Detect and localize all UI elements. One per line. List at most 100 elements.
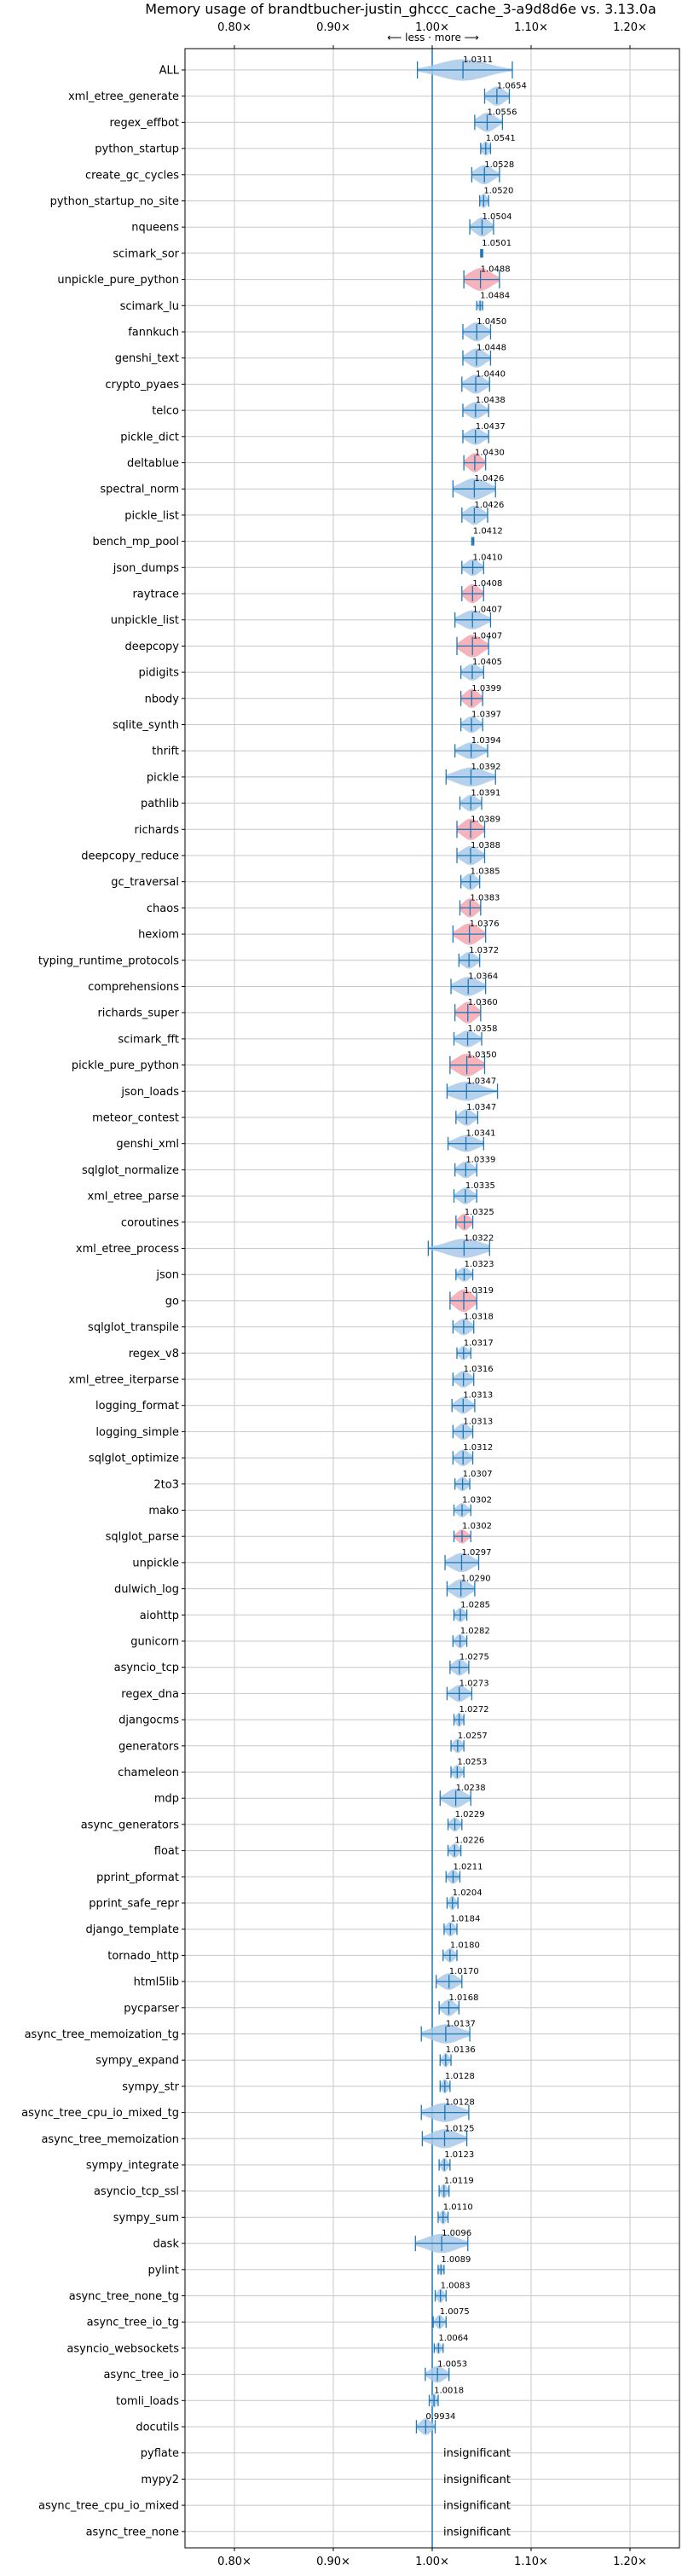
data-label: 0.9934 xyxy=(425,2412,455,2422)
category-label: go xyxy=(165,1295,179,1308)
category-label: sqlglot_parse xyxy=(106,1531,179,1544)
violin-richards_super xyxy=(454,1001,482,1024)
category-label: comprehensions xyxy=(88,981,179,994)
data-label: 1.0313 xyxy=(463,1391,493,1401)
data-label: 1.0426 xyxy=(474,474,504,484)
category-label: nqueens xyxy=(131,222,179,235)
data-label: 1.0388 xyxy=(471,841,500,850)
data-label: 1.0347 xyxy=(466,1076,496,1086)
category-label: scimark_sor xyxy=(113,247,179,260)
data-label: 1.0394 xyxy=(471,736,501,746)
data-label: 1.0350 xyxy=(467,1051,497,1060)
category-label: fannkuch xyxy=(128,327,179,339)
data-label: 1.0137 xyxy=(446,2020,476,2029)
data-label: 1.0391 xyxy=(471,789,500,798)
violin-deepcopy xyxy=(456,635,489,658)
violin-pickle_dict xyxy=(462,428,489,445)
violin-bench_mp_pool xyxy=(471,537,475,546)
category-label: deepcopy_reduce xyxy=(81,850,179,863)
violin-genshi_text xyxy=(462,348,492,368)
data-label: 1.0408 xyxy=(472,579,502,589)
violin-generators xyxy=(450,1738,465,1754)
data-label: 1.0325 xyxy=(465,1208,494,1217)
violin-typing_runtime_protocols xyxy=(458,952,481,969)
category-label: ALL xyxy=(159,65,180,78)
category-label: pickle_pure_python xyxy=(72,1059,179,1072)
data-label: 1.0450 xyxy=(477,317,506,327)
violin-raytrace xyxy=(461,583,484,604)
violin-sqlglot_parse xyxy=(453,1529,471,1544)
x-tick-label-top: 1.20× xyxy=(613,21,647,34)
data-label: 1.0290 xyxy=(461,1575,491,1584)
data-label: 1.0123 xyxy=(444,2150,474,2160)
category-label: typing_runtime_protocols xyxy=(38,954,179,967)
data-label: 1.0313 xyxy=(463,1417,493,1426)
violin-genshi_xml xyxy=(447,1134,484,1152)
x-tick-label-top: 1.10× xyxy=(514,21,548,34)
violin-sympy_expand xyxy=(439,2052,452,2068)
data-label: 1.0170 xyxy=(449,1967,479,1976)
data-label: 1.0407 xyxy=(472,606,502,615)
category-label: dulwich_log xyxy=(114,1583,179,1596)
data-label: 1.0180 xyxy=(450,1941,480,1950)
category-label: telco xyxy=(152,405,179,418)
data-label: 1.0075 xyxy=(440,2307,470,2317)
data-label: 1.0318 xyxy=(464,1313,494,1322)
violin-pprint_pformat xyxy=(445,1869,461,1884)
category-label: tornado_http xyxy=(107,1950,179,1963)
data-label: 1.0541 xyxy=(486,134,516,143)
category-label: spectral_norm xyxy=(100,484,179,496)
category-label: coroutines xyxy=(121,1216,179,1229)
violin-regex_dna xyxy=(446,1685,473,1703)
category-label: sqlglot_optimize xyxy=(89,1453,179,1465)
category-label: raytrace xyxy=(132,589,179,601)
category-label: xml_etree_parse xyxy=(88,1191,179,1204)
violin-async_tree_io xyxy=(425,2365,450,2383)
grid-layer xyxy=(185,49,679,2548)
category-label: logging_format xyxy=(95,1400,179,1413)
violin-sympy_sum xyxy=(437,2210,449,2225)
category-label: xml_etree_iterparse xyxy=(68,1374,179,1387)
category-label: mdp xyxy=(154,1793,179,1806)
violin-pidigits xyxy=(459,664,484,681)
violin-async_tree_io_tg xyxy=(432,2314,447,2329)
data-label: 1.0317 xyxy=(464,1338,494,1348)
category-label: regex_v8 xyxy=(129,1348,179,1361)
category-label: mako xyxy=(148,1505,179,1517)
category-label: asyncio_websockets xyxy=(66,2342,179,2355)
data-label: 1.0238 xyxy=(456,1784,486,1793)
data-label: 1.0064 xyxy=(438,2334,468,2343)
data-label: 1.0018 xyxy=(434,2386,464,2395)
data-label: 1.0184 xyxy=(450,1915,480,1924)
category-label: regex_dna xyxy=(121,1688,179,1701)
category-label: docutils xyxy=(136,2422,179,2434)
violin-pickle_pure_python xyxy=(449,1053,486,1076)
violin-async_tree_memoization_tg xyxy=(420,2024,471,2044)
category-label: gc_traversal xyxy=(111,876,179,889)
violin-pprint_safe_repr xyxy=(446,1895,459,1911)
category-label: float xyxy=(154,1845,179,1858)
category-label: pprint_pformat xyxy=(96,1871,179,1884)
violin-dask xyxy=(414,2233,469,2254)
data-label: 1.0323 xyxy=(464,1260,494,1269)
chart-title: Memory usage of brandtbucher-justin_ghcc… xyxy=(145,1,656,18)
category-label: chameleon xyxy=(118,1767,179,1779)
violin-scimark_lu xyxy=(476,299,483,312)
category-label: async_tree_cpu_io_mixed xyxy=(38,2500,179,2513)
data-label: 1.0273 xyxy=(459,1679,489,1688)
data-label: 1.0392 xyxy=(471,763,500,772)
data-label: 1.0307 xyxy=(463,1470,493,1479)
violin-telco xyxy=(462,402,489,419)
data-label: 1.0110 xyxy=(443,2202,473,2212)
category-label: pyflate xyxy=(141,2447,179,2460)
violin-unpickle_list xyxy=(454,610,492,629)
data-label: 1.0257 xyxy=(458,1732,488,1741)
violin-html5lib xyxy=(435,1973,463,1990)
insignificant-label: insignificant xyxy=(443,2447,511,2460)
violin-asyncio_tcp xyxy=(449,1658,470,1676)
axis-layer: 0.80× 0.80× 0.90× 0.90× 1.00× 1.00× 1.10× 1.10×… xyxy=(21,21,647,2568)
category-label: pycparser xyxy=(124,2002,179,2015)
data-label: 1.0089 xyxy=(441,2255,471,2265)
data-label: 1.0438 xyxy=(476,396,506,405)
